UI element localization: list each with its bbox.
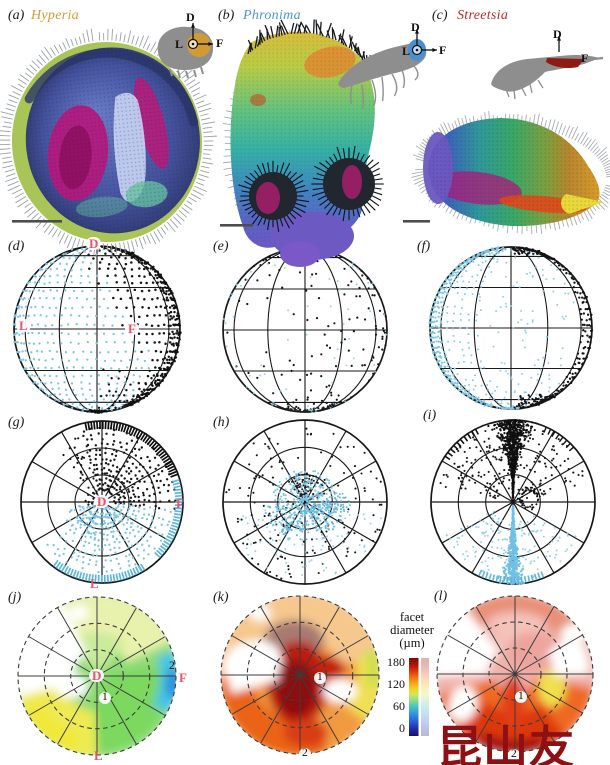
panel-tag-l: (l): [434, 589, 448, 604]
colorbar-tick-0: 0: [399, 721, 405, 735]
sil-b-l-axis-label: L: [402, 44, 411, 58]
panel-tag-a: (a): [8, 8, 25, 23]
panel-tag-h: (h): [213, 415, 230, 430]
sil-a-d-axis-label: D: [186, 10, 195, 24]
heat-l-region-1-marker: 1: [515, 690, 527, 703]
sil-c-f-axis-label: F: [581, 51, 589, 65]
panel-tag-f: (f): [417, 239, 431, 254]
panel-tag-g: (g): [8, 415, 25, 430]
heat-j-front-label: F: [179, 670, 187, 685]
watermark: 昆山友硕: [437, 723, 576, 765]
sil-b-d-axis-label: D: [411, 20, 420, 34]
colorbar-unit-label: (µm): [399, 636, 425, 650]
colorbar-tick-60: 60: [393, 699, 405, 713]
panel-tag-k: (k): [213, 590, 229, 605]
species-label-phronima: Phronima: [243, 8, 301, 23]
panel-tag-e: (e): [213, 239, 229, 254]
panel-tag-b: (b): [218, 8, 235, 23]
sil-a-l-axis-label: L: [175, 37, 184, 51]
colorbar-title-line2: diameter: [390, 623, 434, 637]
sphere-d-left-label: L: [16, 319, 31, 332]
polar-g-left-label: L: [90, 576, 99, 591]
colorbar-title-line1: facet: [399, 610, 425, 624]
heat-j-region-1-marker: 1: [99, 691, 111, 704]
heat-k-region-2-marker: 2: [299, 747, 311, 760]
colorbar-tick-180: 180: [387, 655, 405, 669]
heat-j-left-label: L: [94, 748, 103, 763]
panel-tag-c: (c): [432, 8, 448, 23]
sil-a-f-axis-label: F: [216, 36, 224, 50]
heat-j-region-2-marker: 2: [169, 660, 175, 672]
sphere-d-front-label: F: [125, 322, 139, 335]
sil-c-d-axis-label: D: [553, 27, 562, 41]
polar-g-dorsal-label: D: [94, 495, 110, 508]
species-label-hyperia: Hyperia: [31, 8, 79, 23]
sphere-d-dorsal-label: D: [86, 237, 102, 250]
colorbar-tick-120: 120: [387, 677, 405, 691]
heat-j-dorsal-label: D: [89, 669, 105, 682]
polar-g-front-label: F: [176, 496, 184, 511]
heat-l-region-2-marker: 2: [508, 748, 520, 761]
species-label-streetsia: Streetsia: [457, 8, 509, 23]
heat-k-region-1-marker: 1: [314, 671, 326, 684]
panel-tag-j: (j): [8, 590, 22, 605]
panel-tag-i: (i): [423, 408, 437, 423]
sil-b-f-axis-label: F: [439, 43, 447, 57]
panel-tag-d: (d): [8, 239, 25, 254]
